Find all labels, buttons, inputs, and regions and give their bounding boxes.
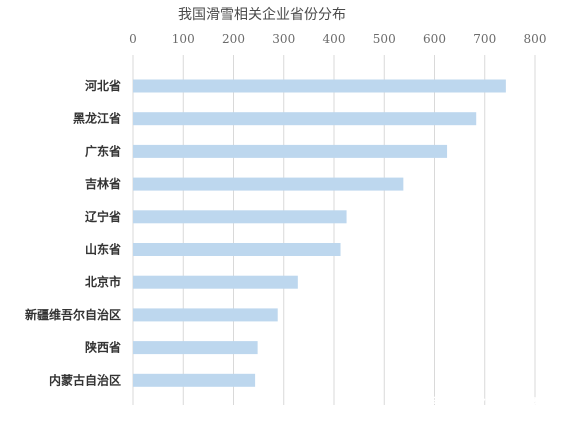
bar <box>133 373 256 387</box>
x-axis-ticks: 0 100 200 300 400 500 600 700 800 <box>129 32 546 46</box>
category-label: 黑龙江省 <box>73 111 121 126</box>
x-tick-label: 200 <box>222 32 245 46</box>
watermark-text: 搜狐号@文化产业观察 <box>396 395 547 413</box>
bar <box>133 79 506 93</box>
bar <box>133 112 477 126</box>
bars <box>133 79 506 387</box>
chart-title: 我国滑雪相关企业省份分布 <box>178 6 346 23</box>
bar <box>133 243 341 256</box>
bar <box>133 210 347 224</box>
category-label: 陕西省 <box>85 340 121 355</box>
category-label: 新疆维吾尔自治区 <box>25 307 121 322</box>
x-tick-label: 100 <box>172 32 195 46</box>
x-tick-label: 800 <box>524 32 547 46</box>
bar <box>133 341 258 355</box>
x-tick-label: 500 <box>373 32 396 46</box>
x-tick-label: 300 <box>272 32 295 46</box>
category-label: 山东省 <box>85 242 121 257</box>
category-label: 北京市 <box>85 274 121 289</box>
category-label: 吉林省 <box>85 176 121 191</box>
bar <box>133 308 278 322</box>
x-tick-label: 600 <box>423 32 446 46</box>
bar <box>133 275 298 289</box>
category-label: 辽宁省 <box>85 209 121 224</box>
category-label: 河北省 <box>84 78 121 93</box>
x-tick-label: 0 <box>129 32 137 46</box>
category-label: 广东省 <box>85 143 121 158</box>
bar <box>133 144 448 158</box>
x-tick-label: 400 <box>323 32 346 46</box>
x-tick-label: 700 <box>473 32 496 46</box>
bar <box>133 177 404 191</box>
category-label: 内蒙古自治区 <box>49 372 121 387</box>
